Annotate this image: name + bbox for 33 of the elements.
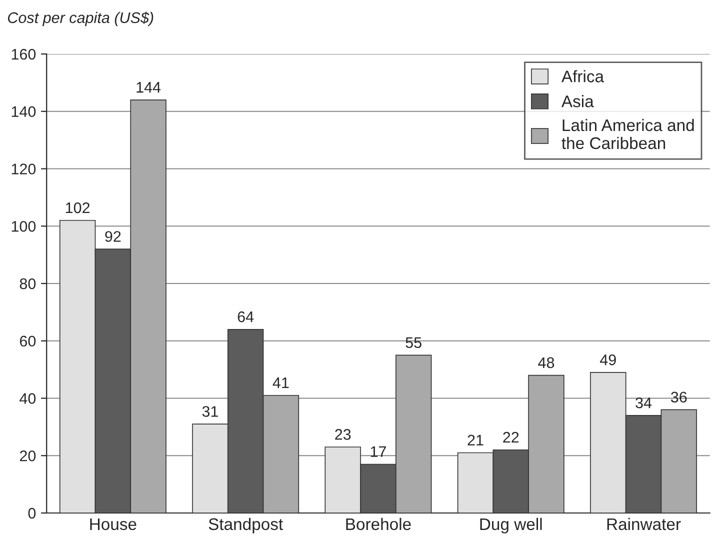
data-label: 48 [538, 357, 554, 368]
data-label: 41 [272, 378, 289, 388]
data-label: 22 [503, 432, 519, 443]
y-tick-label: 80 [20, 278, 36, 290]
y-tick-label: 160 [12, 48, 36, 60]
data-label: 31 [202, 406, 218, 417]
data-label: 17 [370, 446, 386, 457]
data-label: 102 [66, 202, 90, 214]
x-tick-label: Dug well [480, 518, 542, 534]
y-tick-label: 140 [12, 106, 36, 118]
data-label: 55 [406, 337, 422, 348]
legend-label: Africa [561, 70, 604, 82]
data-label: 49 [600, 354, 616, 366]
data-label: 92 [105, 231, 121, 242]
y-tick-label: 40 [20, 393, 36, 404]
y-tick-label: 100 [12, 220, 36, 232]
data-label: 23 [335, 429, 351, 440]
data-label: 34 [636, 397, 652, 408]
x-tick-label: Borehole [346, 518, 411, 530]
x-tick-label: Standpost [208, 518, 283, 534]
y-tick-label: 120 [12, 164, 36, 174]
data-label: 64 [238, 311, 254, 322]
data-label: 21 [468, 434, 484, 446]
legend-label: Latin America and the Caribbean [562, 118, 694, 150]
data-label: 144 [136, 82, 161, 93]
y-tick-label: 20 [20, 450, 36, 462]
x-tick-label: Rainwater [607, 518, 681, 530]
y-tick-label: 60 [20, 336, 36, 347]
legend-label: Asia [561, 95, 594, 108]
x-tick-label: House [90, 518, 136, 530]
y-tick-label: 0 [28, 508, 36, 519]
data-label: 36 [670, 392, 687, 403]
y-axis-title: Cost per capita (US$) [8, 12, 154, 26]
